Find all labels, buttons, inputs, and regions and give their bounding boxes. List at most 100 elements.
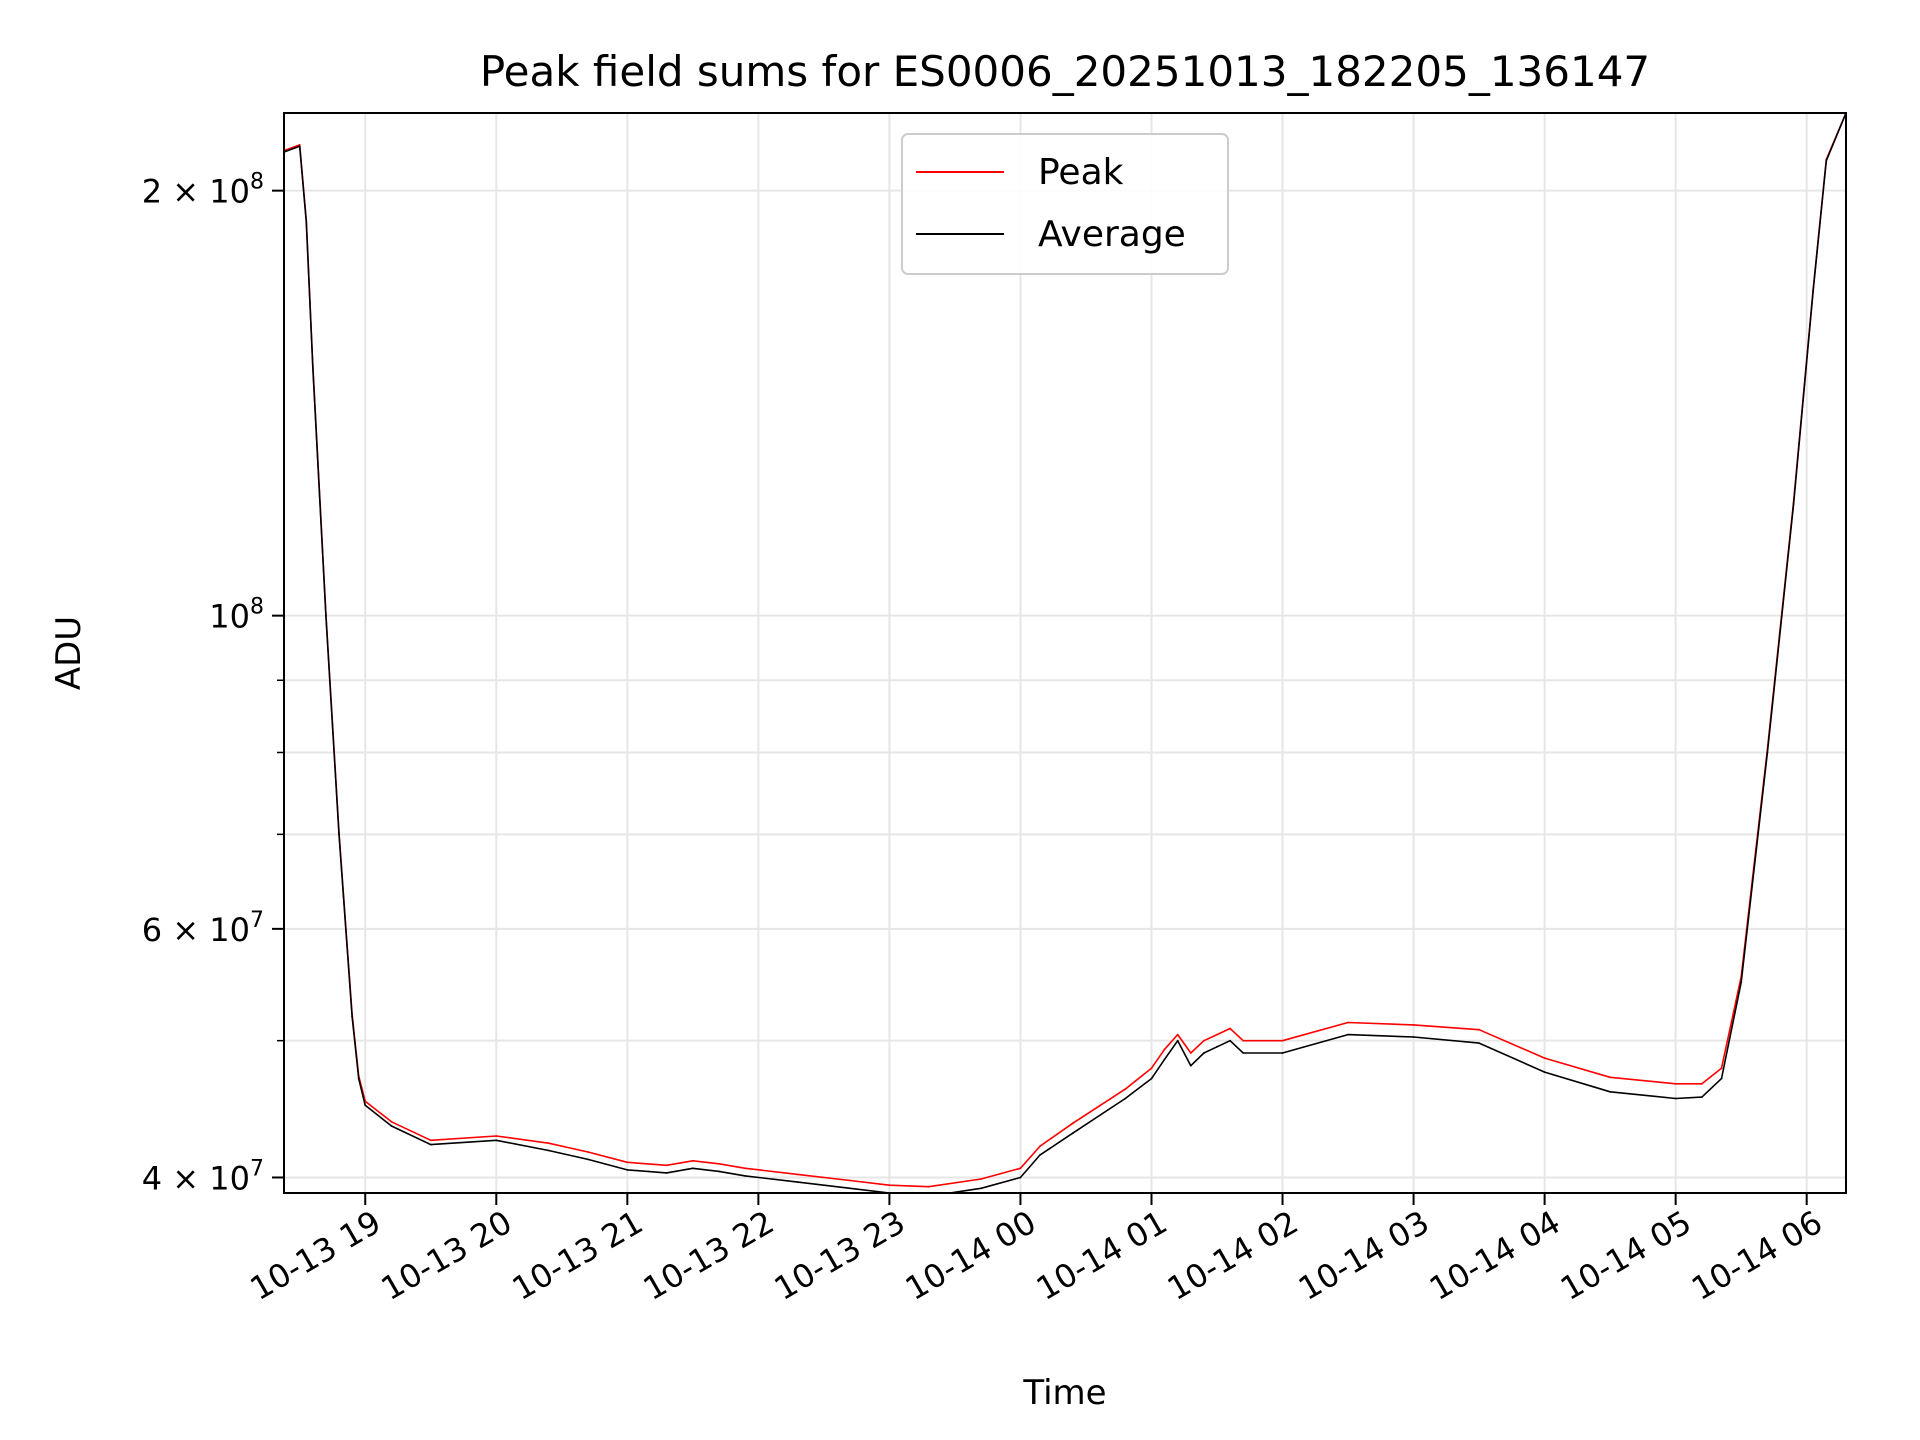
point-average	[351, 1015, 353, 1018]
point-average	[1720, 1077, 1723, 1080]
point-average	[298, 145, 301, 148]
point-peak	[1163, 1048, 1166, 1051]
point-average	[1609, 1090, 1611, 1093]
point-peak	[1478, 1028, 1480, 1031]
point-average	[547, 1149, 550, 1152]
point-average	[364, 1104, 367, 1107]
point-peak	[1019, 1167, 1022, 1170]
point-peak	[298, 144, 301, 146]
point-peak	[1347, 1021, 1349, 1024]
point-average	[1347, 1033, 1349, 1036]
point-average	[1792, 503, 1795, 505]
point-average	[718, 1170, 720, 1173]
point-peak	[1189, 1052, 1192, 1054]
y-tick-label: 2 × 108	[142, 170, 264, 211]
point-peak	[796, 1173, 799, 1176]
point-peak	[665, 1164, 668, 1167]
point-average	[495, 1139, 498, 1142]
point-average	[665, 1172, 668, 1174]
legend-peak-label: Peak	[1038, 152, 1124, 193]
point-peak	[1720, 1067, 1723, 1070]
point-average	[796, 1181, 799, 1183]
point-average	[1740, 981, 1743, 984]
legend: Peak Average	[901, 133, 1229, 275]
point-average	[1701, 1096, 1703, 1098]
point-average	[1039, 1154, 1041, 1156]
y-tick-label: 108	[209, 595, 264, 636]
point-average	[357, 1077, 360, 1080]
point-peak	[1281, 1039, 1284, 1042]
point-peak	[1412, 1024, 1415, 1026]
point-average	[429, 1143, 432, 1146]
point-peak	[1176, 1033, 1179, 1036]
point-peak	[1150, 1067, 1153, 1070]
y-tick-label: 6 × 107	[142, 908, 264, 949]
point-average	[849, 1187, 851, 1190]
point-peak	[1242, 1039, 1245, 1042]
point-peak	[1701, 1082, 1703, 1085]
point-peak	[390, 1120, 393, 1123]
point-average	[1163, 1058, 1166, 1061]
point-average	[1124, 1097, 1127, 1100]
point-average	[1229, 1039, 1231, 1042]
point-peak	[744, 1167, 747, 1170]
point-peak	[1124, 1088, 1127, 1090]
chart-title: Peak field sums for ES0006_20251013_1822…	[480, 47, 1650, 96]
point-average	[1019, 1176, 1022, 1179]
point-peak	[718, 1162, 720, 1165]
point-average	[1766, 751, 1769, 754]
point-peak	[1609, 1076, 1611, 1079]
y-axis: 4 × 107 6 × 107 108 2 × 108	[142, 170, 284, 1197]
point-peak	[495, 1135, 498, 1137]
point-peak	[626, 1161, 629, 1164]
point-peak	[888, 1184, 891, 1187]
point-peak	[547, 1142, 550, 1145]
point-average	[311, 366, 314, 368]
y-tick-label: 4 × 107	[142, 1156, 264, 1197]
legend-average-label: Average	[1038, 214, 1186, 255]
point-average	[1176, 1039, 1179, 1042]
point-peak	[980, 1178, 982, 1180]
point-peak	[429, 1139, 432, 1142]
point-average	[626, 1169, 629, 1171]
point-average	[338, 833, 340, 836]
point-peak	[1229, 1027, 1231, 1030]
y-axis-label: ADU	[49, 616, 89, 690]
point-average	[691, 1167, 694, 1170]
x-axis-label: Time	[1022, 1373, 1106, 1413]
point-peak	[1543, 1057, 1546, 1059]
point-average	[1242, 1052, 1245, 1054]
point-average	[1216, 1045, 1218, 1048]
point-peak	[691, 1159, 694, 1162]
point-peak	[1203, 1039, 1205, 1042]
point-peak	[1216, 1033, 1218, 1036]
point-average	[390, 1125, 393, 1127]
point-average	[1189, 1064, 1192, 1067]
point-peak	[927, 1185, 930, 1188]
grid	[284, 113, 1846, 1193]
point-average	[1072, 1132, 1074, 1134]
point-peak	[1674, 1082, 1677, 1085]
point-average	[980, 1187, 982, 1190]
point-peak	[1072, 1122, 1074, 1125]
point-average	[1150, 1077, 1153, 1080]
point-average	[1412, 1036, 1415, 1038]
point-average	[1674, 1097, 1677, 1100]
point-average	[325, 614, 327, 617]
point-average	[1825, 159, 1828, 162]
point-average	[1203, 1052, 1205, 1054]
point-average	[1812, 289, 1815, 292]
point-average	[1543, 1071, 1546, 1073]
point-peak	[1039, 1145, 1041, 1147]
point-peak	[849, 1179, 851, 1182]
point-average	[1478, 1042, 1480, 1044]
point-average	[305, 221, 308, 224]
point-average	[1281, 1052, 1284, 1054]
point-average	[744, 1175, 747, 1177]
legend-box	[901, 133, 1229, 275]
series-layer	[284, 113, 1846, 1193]
point-peak	[587, 1151, 589, 1153]
plot-frame	[283, 112, 1847, 1194]
point-average	[587, 1158, 589, 1161]
